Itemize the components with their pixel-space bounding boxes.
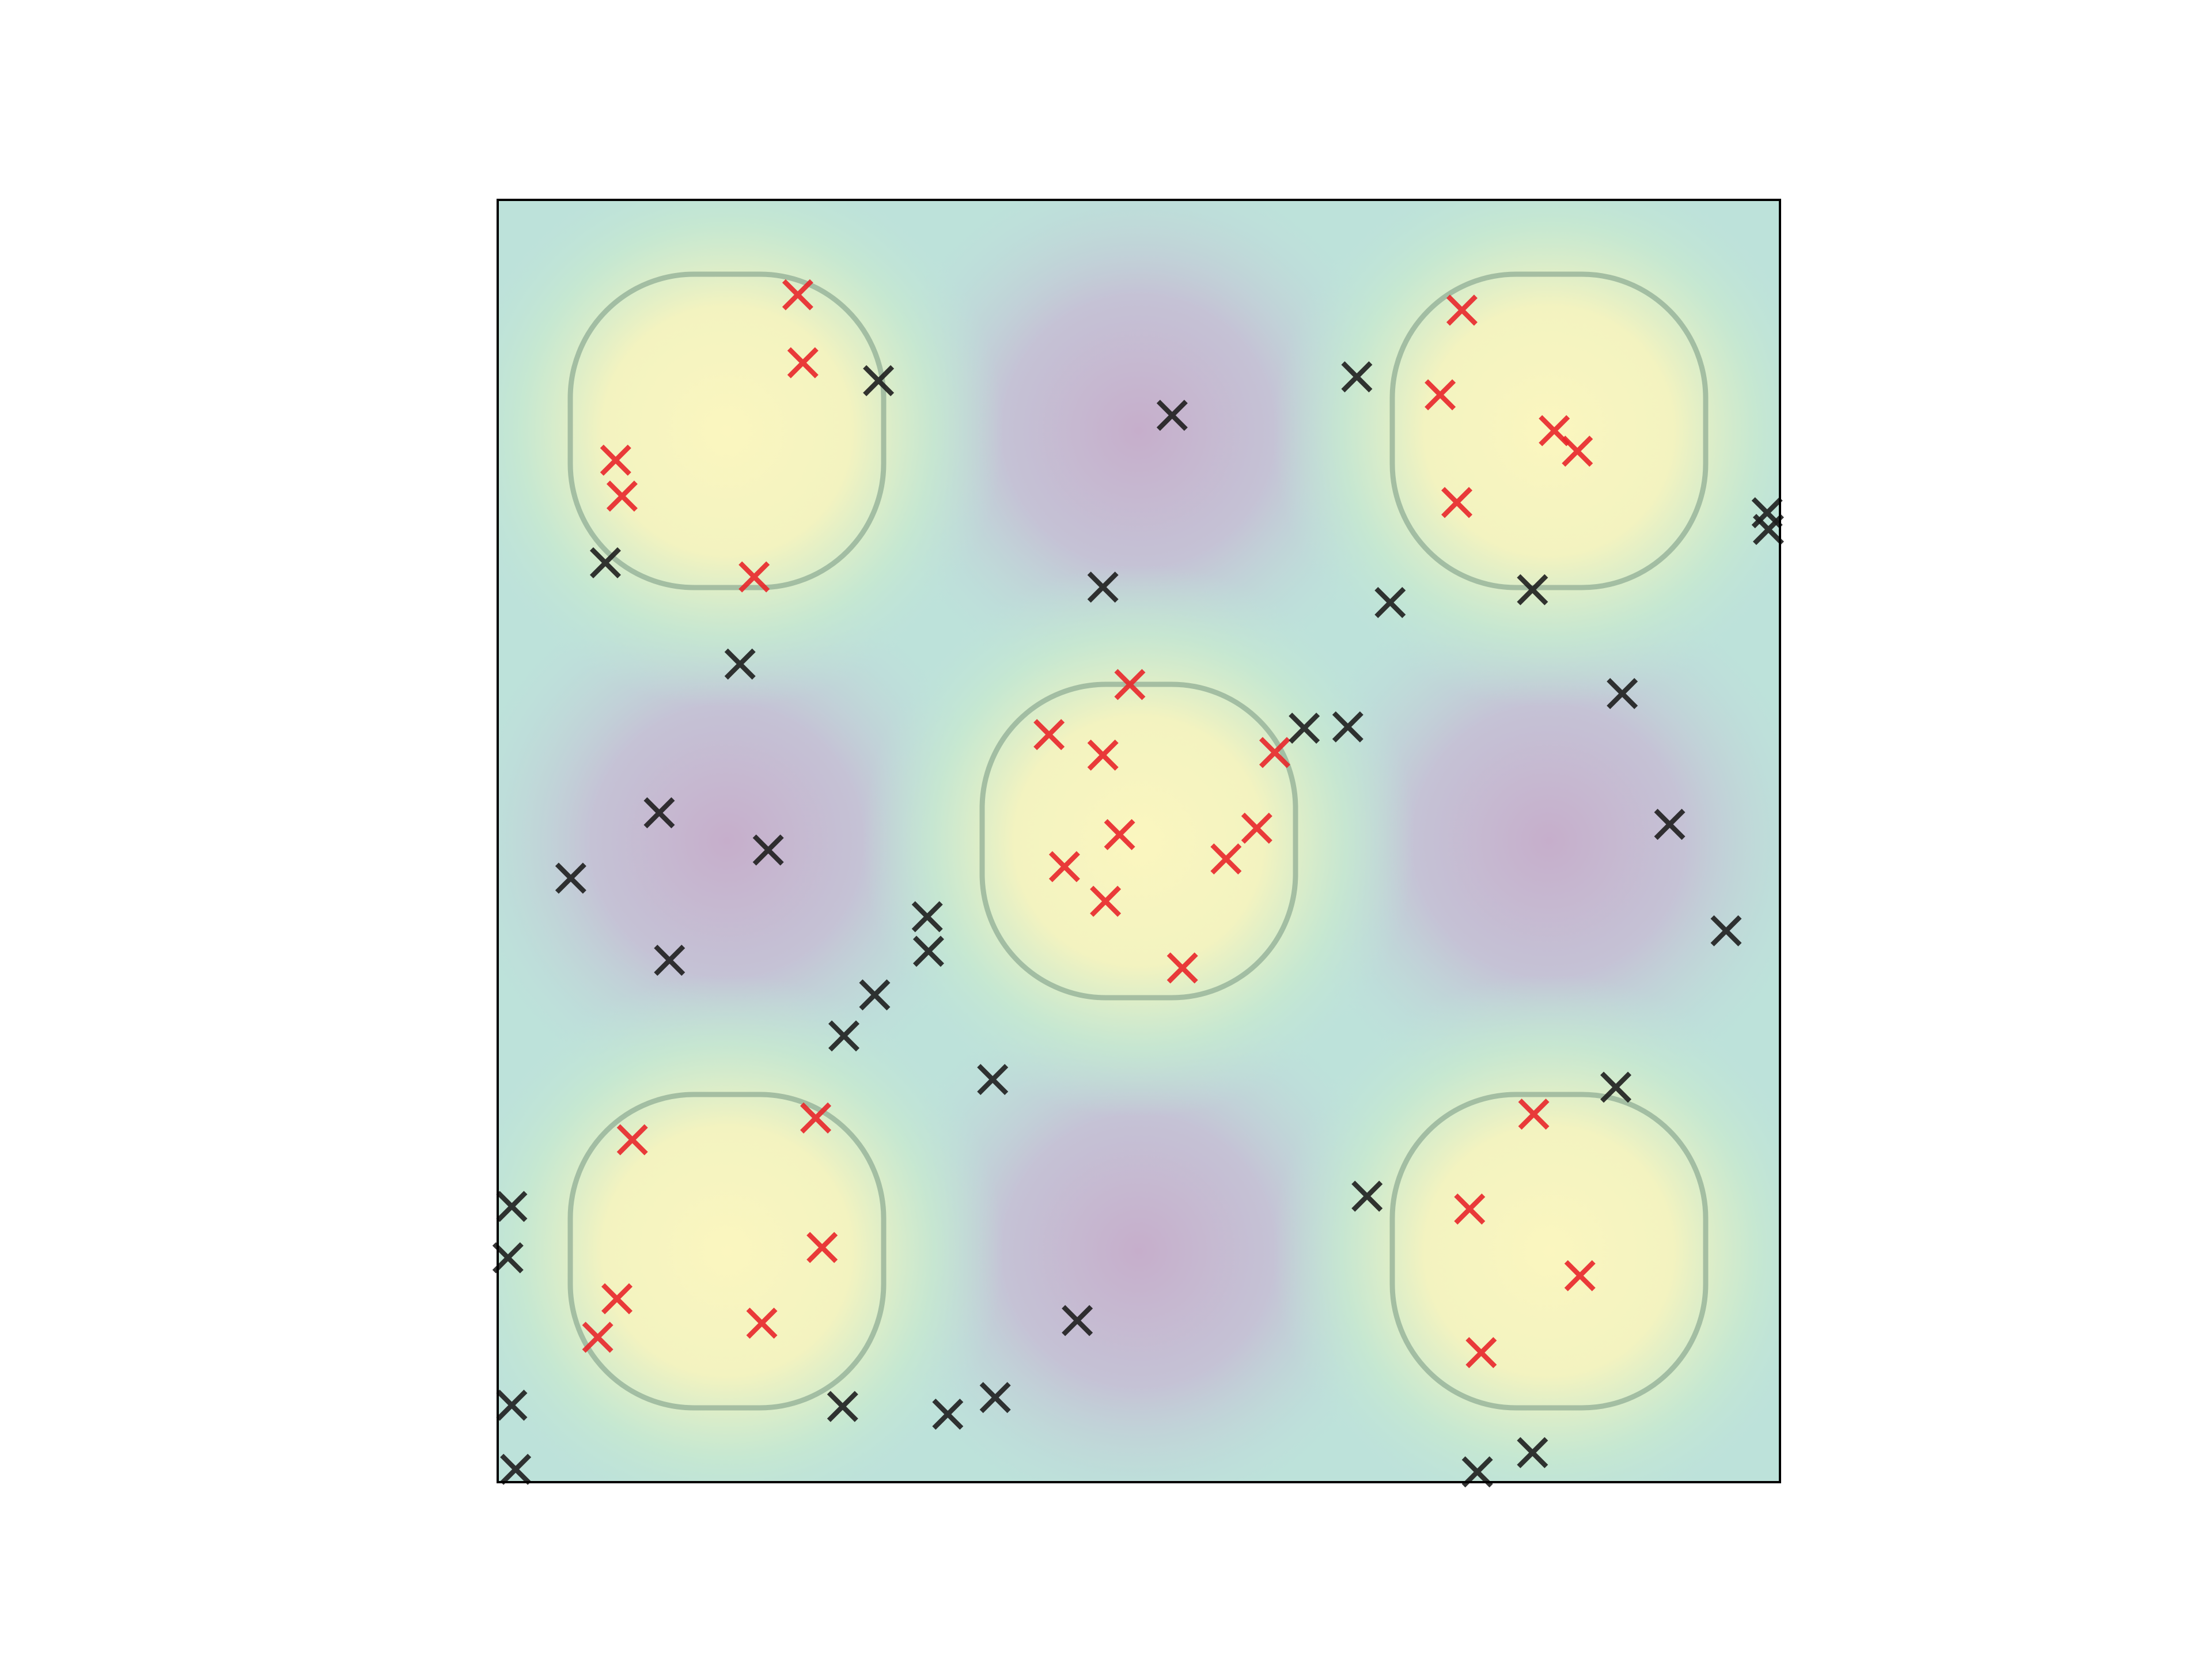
marker (1465, 1337, 1497, 1369)
marker (1752, 514, 1784, 546)
marker (1517, 1437, 1548, 1468)
marker (643, 797, 675, 829)
marker (589, 547, 621, 578)
field-high (1272, 975, 1780, 1482)
marker (496, 1191, 528, 1222)
marker (1332, 711, 1363, 743)
field-low (868, 200, 1410, 702)
marker (1210, 843, 1242, 875)
marker (1518, 1099, 1550, 1130)
marker (1062, 1305, 1093, 1336)
marker (1341, 361, 1373, 393)
field-low (868, 980, 1410, 1482)
marker (1033, 719, 1065, 751)
contours (567, 271, 1709, 1411)
marker (806, 1232, 838, 1263)
field-high (1272, 200, 1780, 707)
background-field (498, 200, 1780, 1482)
marker (606, 480, 638, 512)
marker (1454, 1193, 1486, 1225)
marker (1564, 1260, 1596, 1291)
field-high (498, 975, 1003, 1482)
marker (496, 1389, 528, 1421)
marker (911, 901, 943, 933)
marker (752, 834, 784, 866)
marker (787, 347, 819, 378)
marker (782, 279, 813, 310)
marker (1600, 1071, 1632, 1103)
field-low (498, 570, 998, 1112)
marker (1710, 915, 1742, 946)
marker (601, 1283, 633, 1315)
marker (932, 1399, 964, 1430)
contour (1389, 271, 1709, 590)
marker (912, 935, 944, 967)
marker (1446, 294, 1478, 326)
field-high (862, 565, 1415, 1118)
marker (1562, 435, 1593, 467)
marker (738, 561, 770, 593)
marker (1374, 586, 1406, 618)
marker (1087, 571, 1119, 603)
markers (492, 279, 1784, 1488)
marker (1114, 669, 1146, 700)
marker (1090, 885, 1122, 917)
marker (600, 444, 631, 476)
marker (746, 1307, 778, 1339)
marker (1289, 713, 1320, 744)
marker (800, 1102, 832, 1134)
marker (1425, 379, 1456, 411)
marker (1104, 819, 1135, 850)
field-high (498, 200, 1003, 707)
marker (1259, 737, 1290, 768)
marker (555, 862, 586, 894)
marker (582, 1321, 613, 1353)
marker (1241, 812, 1272, 844)
marker (1607, 678, 1638, 710)
contour (979, 681, 1298, 1001)
contour (1389, 1092, 1709, 1411)
contour (567, 1092, 887, 1411)
marker (827, 1391, 858, 1422)
field-low (1278, 570, 1780, 1112)
marker (1441, 487, 1473, 518)
axes-frame (497, 199, 1781, 1483)
marker (1351, 1180, 1383, 1212)
marker (977, 1064, 1009, 1096)
marker (1517, 574, 1548, 605)
marker (859, 979, 891, 1011)
marker (1654, 809, 1685, 840)
marker (1087, 739, 1119, 771)
marker (1156, 399, 1188, 431)
marker (616, 1124, 648, 1156)
contour (567, 271, 887, 590)
marker (1166, 952, 1198, 984)
marker (654, 945, 685, 976)
marker (500, 1453, 532, 1485)
marker (724, 648, 756, 680)
marker (1048, 851, 1080, 882)
marker (863, 365, 895, 396)
marker (828, 1020, 860, 1052)
marker (979, 1382, 1011, 1414)
